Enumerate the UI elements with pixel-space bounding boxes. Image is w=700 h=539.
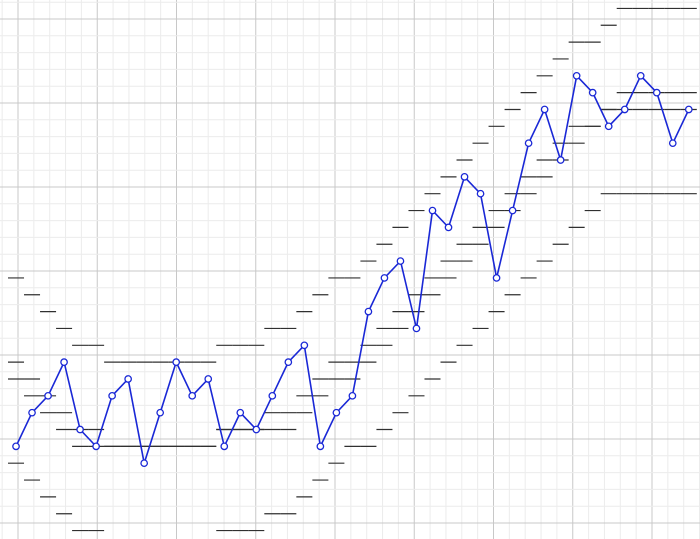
data-point xyxy=(204,375,213,383)
data-point xyxy=(524,139,533,148)
data-point xyxy=(588,88,597,97)
data-point xyxy=(684,105,693,114)
data-point xyxy=(156,408,165,417)
data-point xyxy=(380,274,389,282)
data-point xyxy=(668,139,677,148)
data-point xyxy=(44,391,52,400)
data-point xyxy=(444,223,453,232)
data-point xyxy=(412,324,421,333)
data-point xyxy=(636,71,645,80)
data-point xyxy=(540,105,549,114)
data-point xyxy=(604,122,613,131)
data-point xyxy=(172,358,181,366)
data-point xyxy=(652,88,661,97)
data-point xyxy=(268,391,277,400)
price-series xyxy=(12,71,693,468)
channel-bands xyxy=(8,7,697,532)
data-point xyxy=(108,391,116,400)
data-point xyxy=(460,173,469,181)
data-point xyxy=(188,391,197,400)
data-point xyxy=(396,257,405,265)
data-point xyxy=(92,442,100,451)
data-point xyxy=(252,425,261,434)
data-point xyxy=(12,442,20,451)
data-point xyxy=(300,341,309,350)
data-point xyxy=(60,358,68,366)
data-point xyxy=(220,442,229,451)
data-point xyxy=(284,358,293,366)
data-point xyxy=(508,206,517,215)
data-point xyxy=(428,206,437,215)
data-point xyxy=(316,442,325,451)
data-point xyxy=(124,375,132,383)
data-point xyxy=(476,189,485,198)
data-point xyxy=(364,307,373,316)
data-point xyxy=(140,459,149,468)
data-point xyxy=(572,71,581,80)
data-point xyxy=(556,156,565,164)
data-point xyxy=(492,274,501,282)
data-point xyxy=(620,105,629,114)
data-point xyxy=(28,408,36,417)
data-point xyxy=(348,391,357,400)
data-point xyxy=(76,425,84,434)
data-point xyxy=(332,408,341,417)
data-point xyxy=(236,408,245,417)
